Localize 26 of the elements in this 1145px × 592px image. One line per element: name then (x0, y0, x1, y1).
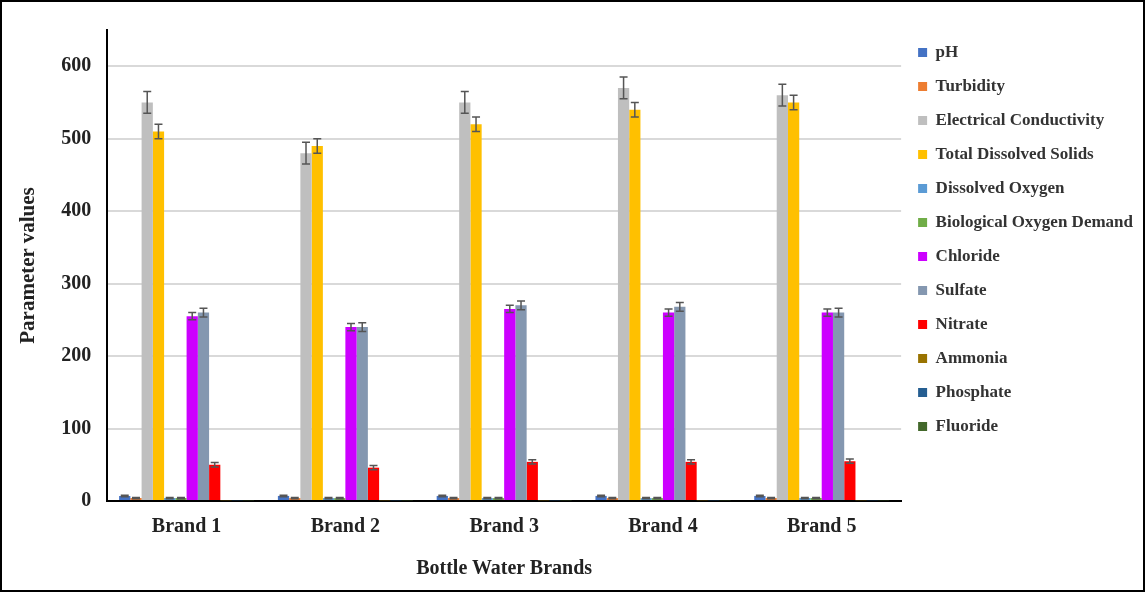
legend-label: Phosphate (935, 381, 1012, 401)
legend-label: Electrical Conductivity (935, 109, 1105, 129)
y-tick-label: 200 (61, 343, 92, 366)
y-tick-label: 100 (61, 415, 92, 438)
x-tick-label: Brand 4 (628, 514, 698, 537)
y-tick-label: 500 (61, 125, 92, 148)
y-tick-label: 300 (61, 270, 92, 293)
y-axis-title: Parameter values (15, 187, 40, 344)
x-tick-label: Brand 5 (786, 514, 857, 537)
legend-label: Sulfate (935, 279, 988, 299)
x-axis-title: Bottle Water Brands (416, 556, 593, 579)
legend-label: Ammonia (935, 347, 1008, 367)
x-tick-label: Brand 2 (310, 514, 381, 537)
x-tick-label: Brand 1 (151, 514, 222, 537)
x-tick-label: Brand 3 (469, 514, 539, 537)
y-tick-label: 0 (81, 488, 92, 511)
legend-label: pH (935, 41, 959, 61)
legend-label: Chloride (935, 245, 1001, 265)
legend-label: Nitrate (935, 313, 988, 333)
y-tick-label: 600 (61, 53, 92, 76)
legend-label: Turbidity (935, 75, 1006, 95)
legend-label: Dissolved Oxygen (935, 177, 1066, 197)
legend-label: Total Dissolved Solids (935, 143, 1095, 163)
legend-label: Fluoride (935, 415, 999, 435)
y-tick-label: 400 (61, 198, 92, 221)
legend-label: Biological Oxygen Demand (935, 211, 1134, 231)
